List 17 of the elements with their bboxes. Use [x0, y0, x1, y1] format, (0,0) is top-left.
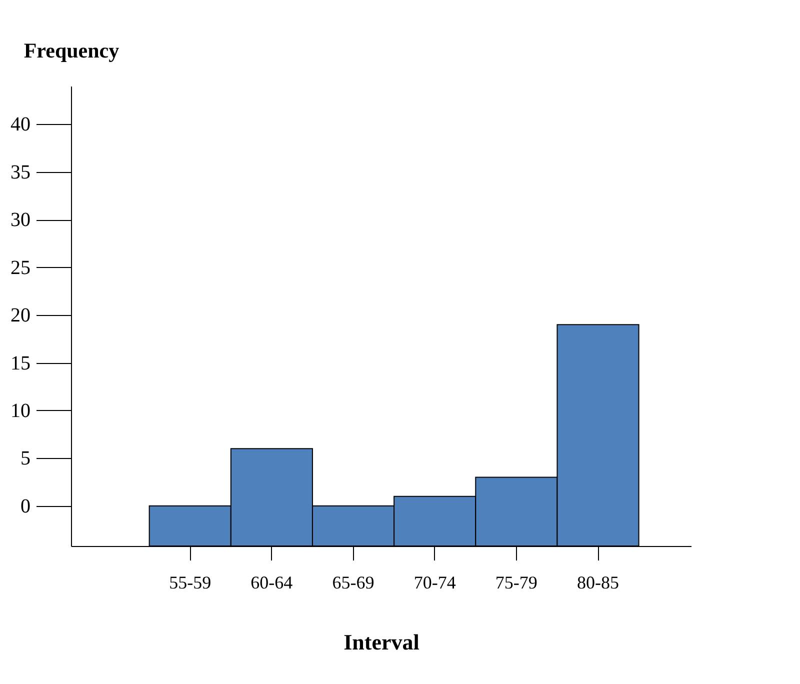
y-axis-title: Frequency	[24, 38, 120, 62]
x-tick-label: 75-79	[495, 572, 538, 592]
y-tick-label: 20	[10, 304, 30, 327]
y-tick-label: 40	[10, 114, 30, 136]
x-tick-label: 65-69	[332, 572, 374, 592]
y-tick-label: 10	[10, 400, 30, 422]
y-tick-label: 15	[10, 352, 30, 374]
x-tick-label: 55-59	[169, 572, 212, 592]
x-tick-label: 60-64	[250, 572, 293, 592]
y-tick-label: 25	[10, 256, 30, 279]
y-tick-label: 0	[20, 495, 30, 518]
x-tick-label: 80-85	[577, 572, 619, 592]
x-tick-label: 70-74	[414, 572, 456, 592]
y-tick-label: 30	[10, 209, 30, 232]
y-tick-label: 35	[10, 161, 30, 184]
y-tick-label: 5	[20, 448, 30, 470]
x-axis-title: Interval	[344, 630, 420, 654]
